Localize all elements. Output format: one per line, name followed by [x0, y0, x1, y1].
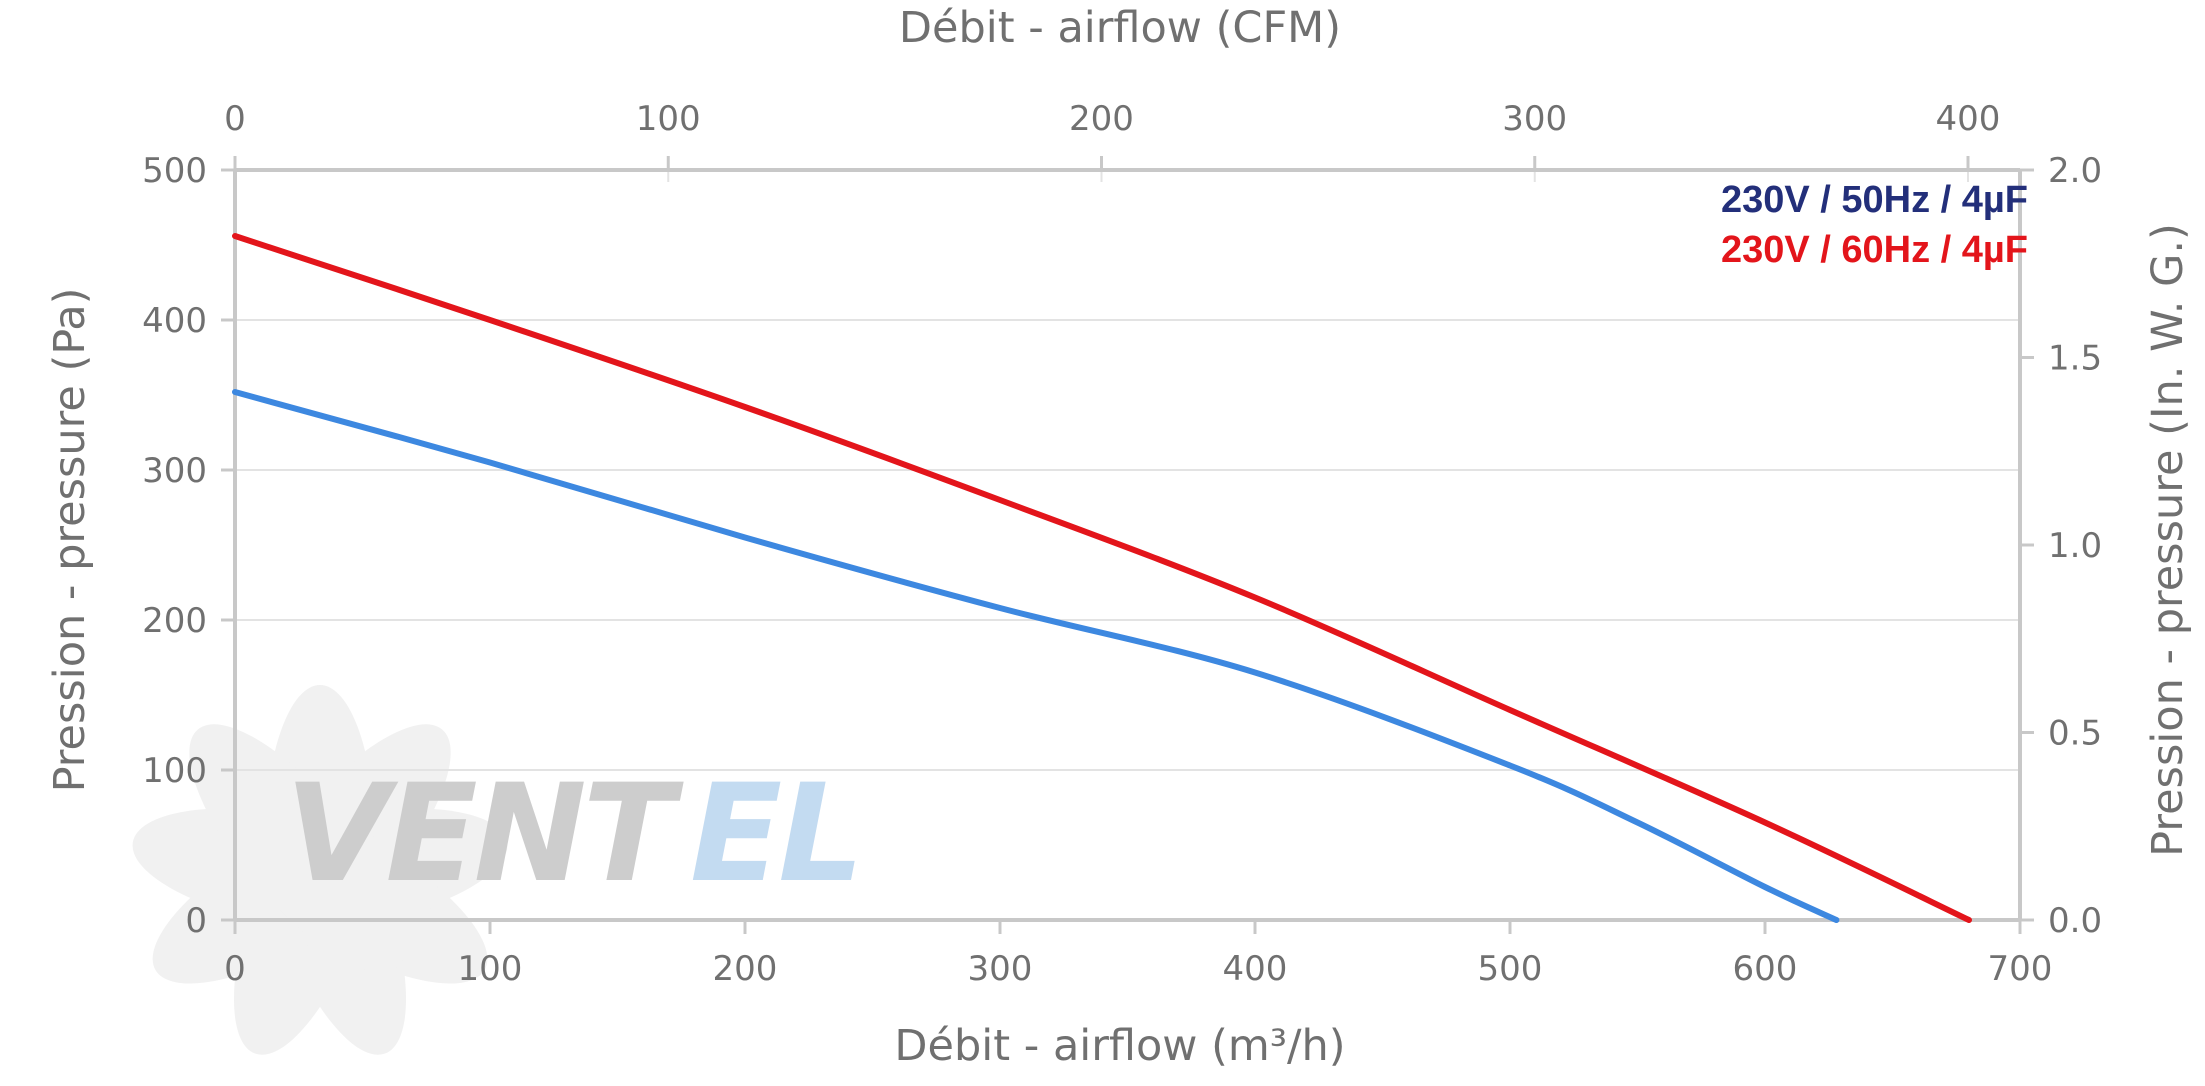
series-line-1	[232, 233, 1972, 923]
top-tick-label-400: 400	[1936, 99, 2001, 139]
top-axis-title: Débit - airflow (CFM)	[899, 3, 1341, 53]
y-tick-label-300: 300	[142, 451, 207, 491]
x-tick-label-100: 100	[458, 949, 523, 989]
top-tick-label-100: 100	[636, 99, 701, 139]
x-tick-label-500: 500	[1478, 949, 1543, 989]
y-tick-label-0: 0	[185, 901, 207, 941]
ventel-watermark-logo: VENT EL	[132, 685, 864, 1055]
top-tick-label-0: 0	[224, 99, 246, 139]
series-line-0	[232, 389, 1840, 923]
x-tick-label-700: 700	[1988, 949, 2053, 989]
x-tick-label-600: 600	[1733, 949, 1798, 989]
x-axis-title: Débit - airflow (m³/h)	[894, 1021, 1345, 1071]
legend-entry-50hz: 230V / 50Hz / 4µF	[1721, 179, 2028, 221]
x-tick-label-200: 200	[713, 949, 778, 989]
y2-tick-label-2.0: 2.0	[2048, 151, 2102, 191]
y-axis-title: Pression - pressure (Pa)	[45, 288, 95, 793]
y-tick-label-500: 500	[142, 151, 207, 191]
top-tick-label-300: 300	[1502, 99, 1567, 139]
axes	[221, 156, 2034, 934]
y2-axis-title: Pression - pressure (In. W. G.)	[2143, 223, 2193, 857]
legend: 230V / 50Hz / 4µF 230V / 60Hz / 4µF	[1721, 179, 2028, 271]
x-tick-label-300: 300	[968, 949, 1033, 989]
svg-text:VENT: VENT	[285, 755, 684, 912]
x-tick-label-400: 400	[1223, 949, 1288, 989]
x-tick-label-0: 0	[224, 949, 246, 989]
y2-tick-label-1.0: 1.0	[2048, 526, 2102, 566]
legend-entry-60hz: 230V / 60Hz / 4µF	[1721, 229, 2028, 271]
y-tick-label-100: 100	[142, 751, 207, 791]
y2-tick-label-0.0: 0.0	[2048, 901, 2102, 941]
y2-tick-label-1.5: 1.5	[2048, 339, 2102, 379]
svg-text:EL: EL	[690, 755, 860, 912]
tick-labels: 0 100 200 300 400 500 0 100 200 300 400 500 600 700 0 1…	[142, 99, 2102, 989]
y2-tick-label-0.5: 0.5	[2048, 714, 2102, 754]
top-tick-label-200: 200	[1069, 99, 1134, 139]
series-lines	[232, 233, 1972, 923]
y-tick-label-400: 400	[142, 301, 207, 341]
y-tick-label-200: 200	[142, 601, 207, 641]
